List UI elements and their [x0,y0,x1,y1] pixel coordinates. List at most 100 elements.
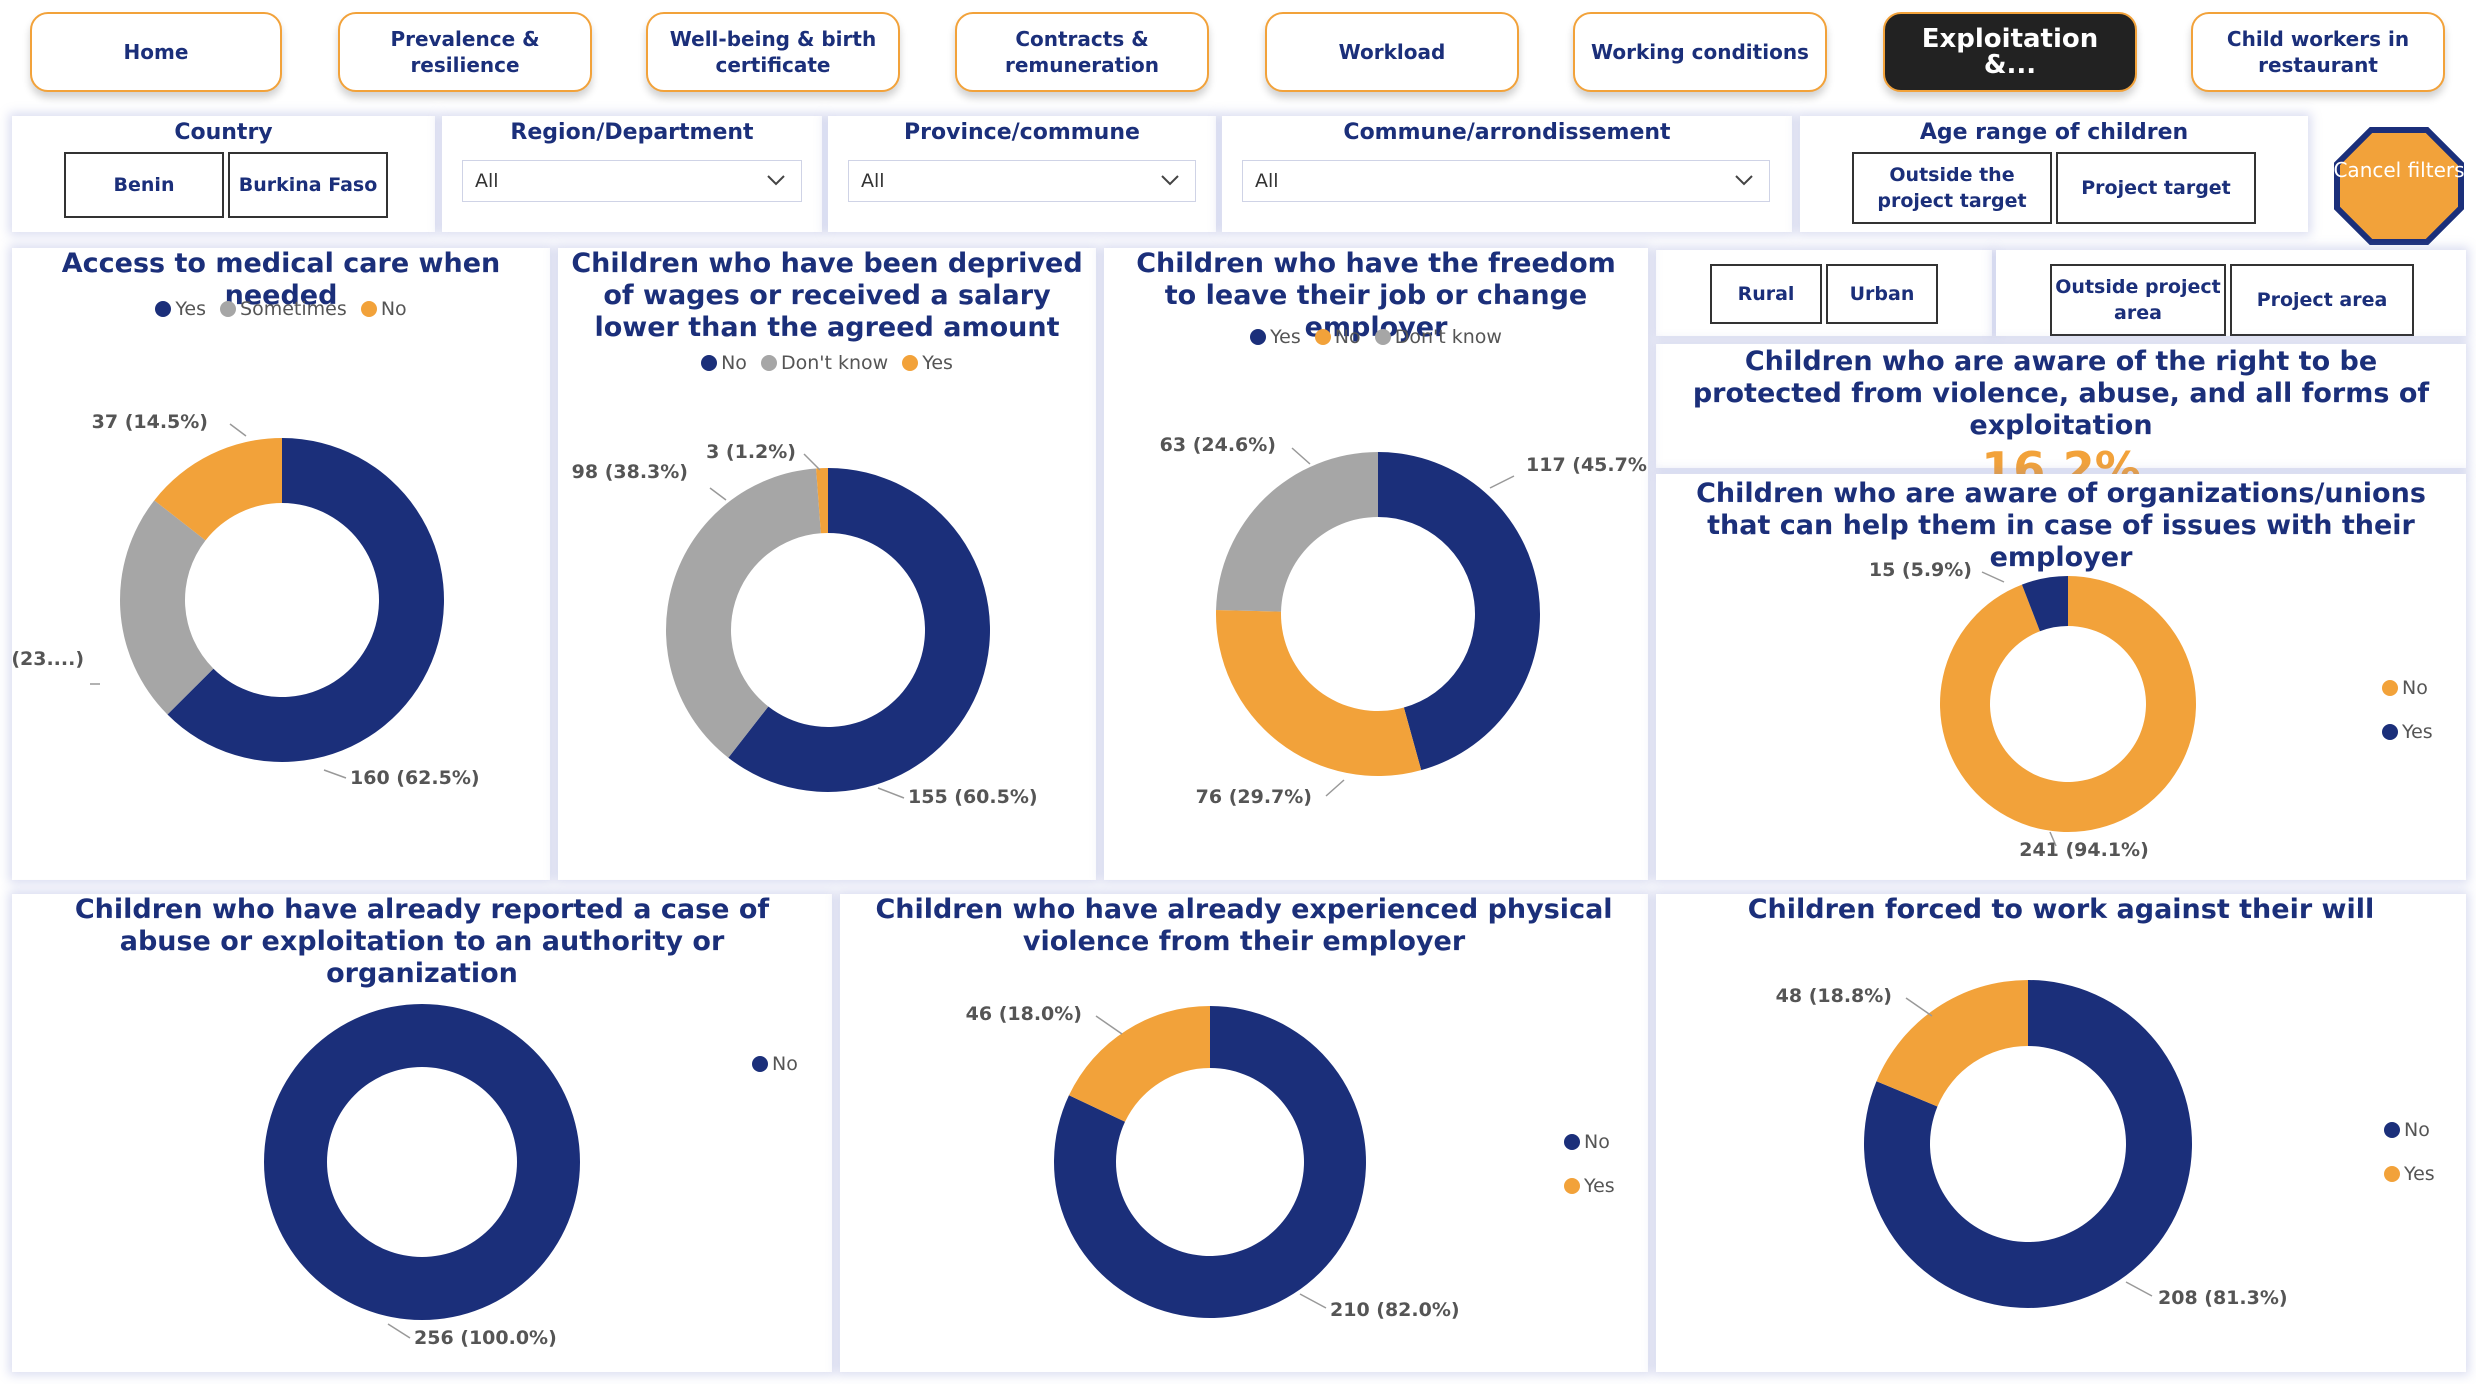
data-label: 15 (5.9%) [1869,559,1972,581]
rural-button[interactable]: Rural [1710,264,1822,324]
donut-slice-yes[interactable] [816,468,828,534]
leader-line [323,769,347,779]
wages-title: Children who have been deprived of wages… [571,248,1083,343]
province-filter: Province/commune All [828,116,1216,232]
nav-working-conditions-button[interactable]: Working conditions [1573,12,1827,92]
region-filter: Region/Department All [442,116,822,232]
freedom-title: Children who have the freedom to leave t… [1136,248,1616,343]
wages-legend: No Don't know Yes [558,352,1096,374]
cancel-filters-button[interactable]: Cancel filters [2333,126,2465,246]
area-type-slicer: Rural Urban [1656,250,1992,336]
data-label: 241 (94.1%) [2019,839,2149,861]
legend-label: No [721,352,747,374]
leader-line [1299,1293,1327,1309]
data-label: 37 (14.5%) [92,411,208,433]
donut-slice-don-t-know[interactable] [1216,452,1378,612]
organizations-card: Children who are aware of organizations/… [1656,474,2466,880]
region-filter-title: Region/Department [510,120,754,145]
chevron-down-icon [1161,175,1179,186]
donut-slice-don-t-know[interactable] [666,468,821,758]
legend-item: No [2384,1108,2435,1152]
legend-label: Yes [2402,721,2433,743]
legend-item: Yes [155,298,206,320]
data-label: 117 (45.7%) [1526,454,1648,476]
commune-dropdown[interactable]: All [1242,160,1770,202]
violence-legend: No Yes [1564,1120,1615,1208]
cancel-filters-label: Cancel filters [2333,158,2465,182]
leader-line [877,787,905,799]
legend-item: Don't know [1374,326,1502,348]
country-benin-button[interactable]: Benin [64,152,224,218]
data-label: 63 (24.6%) [1160,434,1276,456]
donut-slice-no[interactable] [1864,980,2192,1308]
province-filter-title: Province/commune [904,120,1140,145]
legend-label: No [380,298,407,320]
age-outside-target-button[interactable]: Outside the project target [1852,152,2052,224]
donut-slice-yes[interactable] [167,438,445,762]
legend-label: No [2402,677,2428,699]
province-dropdown[interactable]: All [848,160,1196,202]
donut-slice-sometimes[interactable] [120,500,214,715]
violence-donut: 210 (82.0%) 46 (18.0%) [966,1003,1460,1321]
country-burkina-button[interactable]: Burkina Faso [228,152,388,218]
reported-title: Children who have already reported a cas… [74,894,770,989]
data-label: 48 (18.8%) [1776,985,1892,1007]
nav-contracts-button[interactable]: Contracts & remuneration [955,12,1209,92]
legend-item: No [2382,666,2433,710]
legend-item: No [752,1042,798,1086]
medical-care-donut: 160 (62.5%) 59 (23....) 37 (14.5%) [12,411,480,789]
urban-button[interactable]: Urban [1826,264,1938,324]
forced-donut: 208 (81.3%) 48 (18.8%) [1776,980,2288,1309]
leader-line [1981,571,2005,583]
wages-card: Children who have been deprived of wages… [558,248,1096,880]
freedom-legend: Yes No Don't know [1104,326,1648,348]
leader-line [1905,997,1933,1017]
donut-slice-yes[interactable] [1068,1006,1210,1122]
nav-workload-button[interactable]: Workload [1265,12,1519,92]
data-label: 256 (100.0%) [414,1327,557,1349]
age-project-target-button[interactable]: Project target [2056,152,2256,224]
project-area-slicer: Outside project area Project area [1996,250,2466,336]
country-filter: Country Benin Burkina Faso [12,116,435,232]
legend-item: Sometimes [220,298,347,320]
age-range-filter-title: Age range of children [1919,120,2189,145]
nav-wellbeing-button[interactable]: Well-being & birth certificate [646,12,900,92]
nav-exploitation-button[interactable]: Exploitation &... [1883,12,2137,92]
reported-donut: 256 (100.0%) [264,1004,580,1349]
kpi-title: Children who are aware of the right to b… [1692,346,2430,441]
legend-label: No [1334,326,1361,348]
legend-item: No [1314,326,1361,348]
chevron-down-icon [767,175,785,186]
legend-label: Don't know [780,352,889,374]
freedom-donut: 117 (45.7%) 76 (29.7%) 63 (24.6%) [1160,434,1648,808]
kpi-card: Children who are aware of the right to b… [1656,344,2466,496]
donut-slice-no[interactable] [1054,1006,1366,1318]
legend-item: Yes [1250,326,1301,348]
legend-label: Don't know [1394,326,1502,348]
violence-title: Children who have already experienced ph… [875,894,1613,957]
region-dropdown[interactable]: All [462,160,802,202]
data-label: 76 (29.7%) [1196,786,1312,808]
leader-line [229,423,247,437]
donut-slice-yes[interactable] [1876,980,2028,1107]
donut-slice-no[interactable] [1216,610,1422,776]
project-area-button[interactable]: Project area [2230,264,2414,336]
reported-card: Children who have already reported a cas… [12,894,832,1372]
donut-slice-no[interactable] [154,438,282,541]
nav-home-button[interactable]: Home [30,12,282,92]
legend-label: Yes [1584,1175,1615,1197]
violence-card: Children who have already experienced ph… [840,894,1648,1372]
leader-line [2049,831,2057,847]
donut-slice-yes[interactable] [1378,452,1540,771]
legend-item: Yes [1564,1164,1615,1208]
donut-slice-yes[interactable] [2021,576,2068,632]
donut-slice-no[interactable] [1940,576,2196,832]
nav-prevalence-button[interactable]: Prevalence & resilience [338,12,592,92]
donut-slice-no[interactable] [728,468,990,792]
leader-line [803,453,821,471]
outside-project-area-button[interactable]: Outside project area [2050,264,2226,336]
nav-restaurant-button[interactable]: Child workers in restaurant [2191,12,2445,92]
donut-slice-no[interactable] [264,1004,580,1320]
organizations-legend: No Yes [2382,666,2433,754]
forced-legend: No Yes [2384,1108,2435,1196]
